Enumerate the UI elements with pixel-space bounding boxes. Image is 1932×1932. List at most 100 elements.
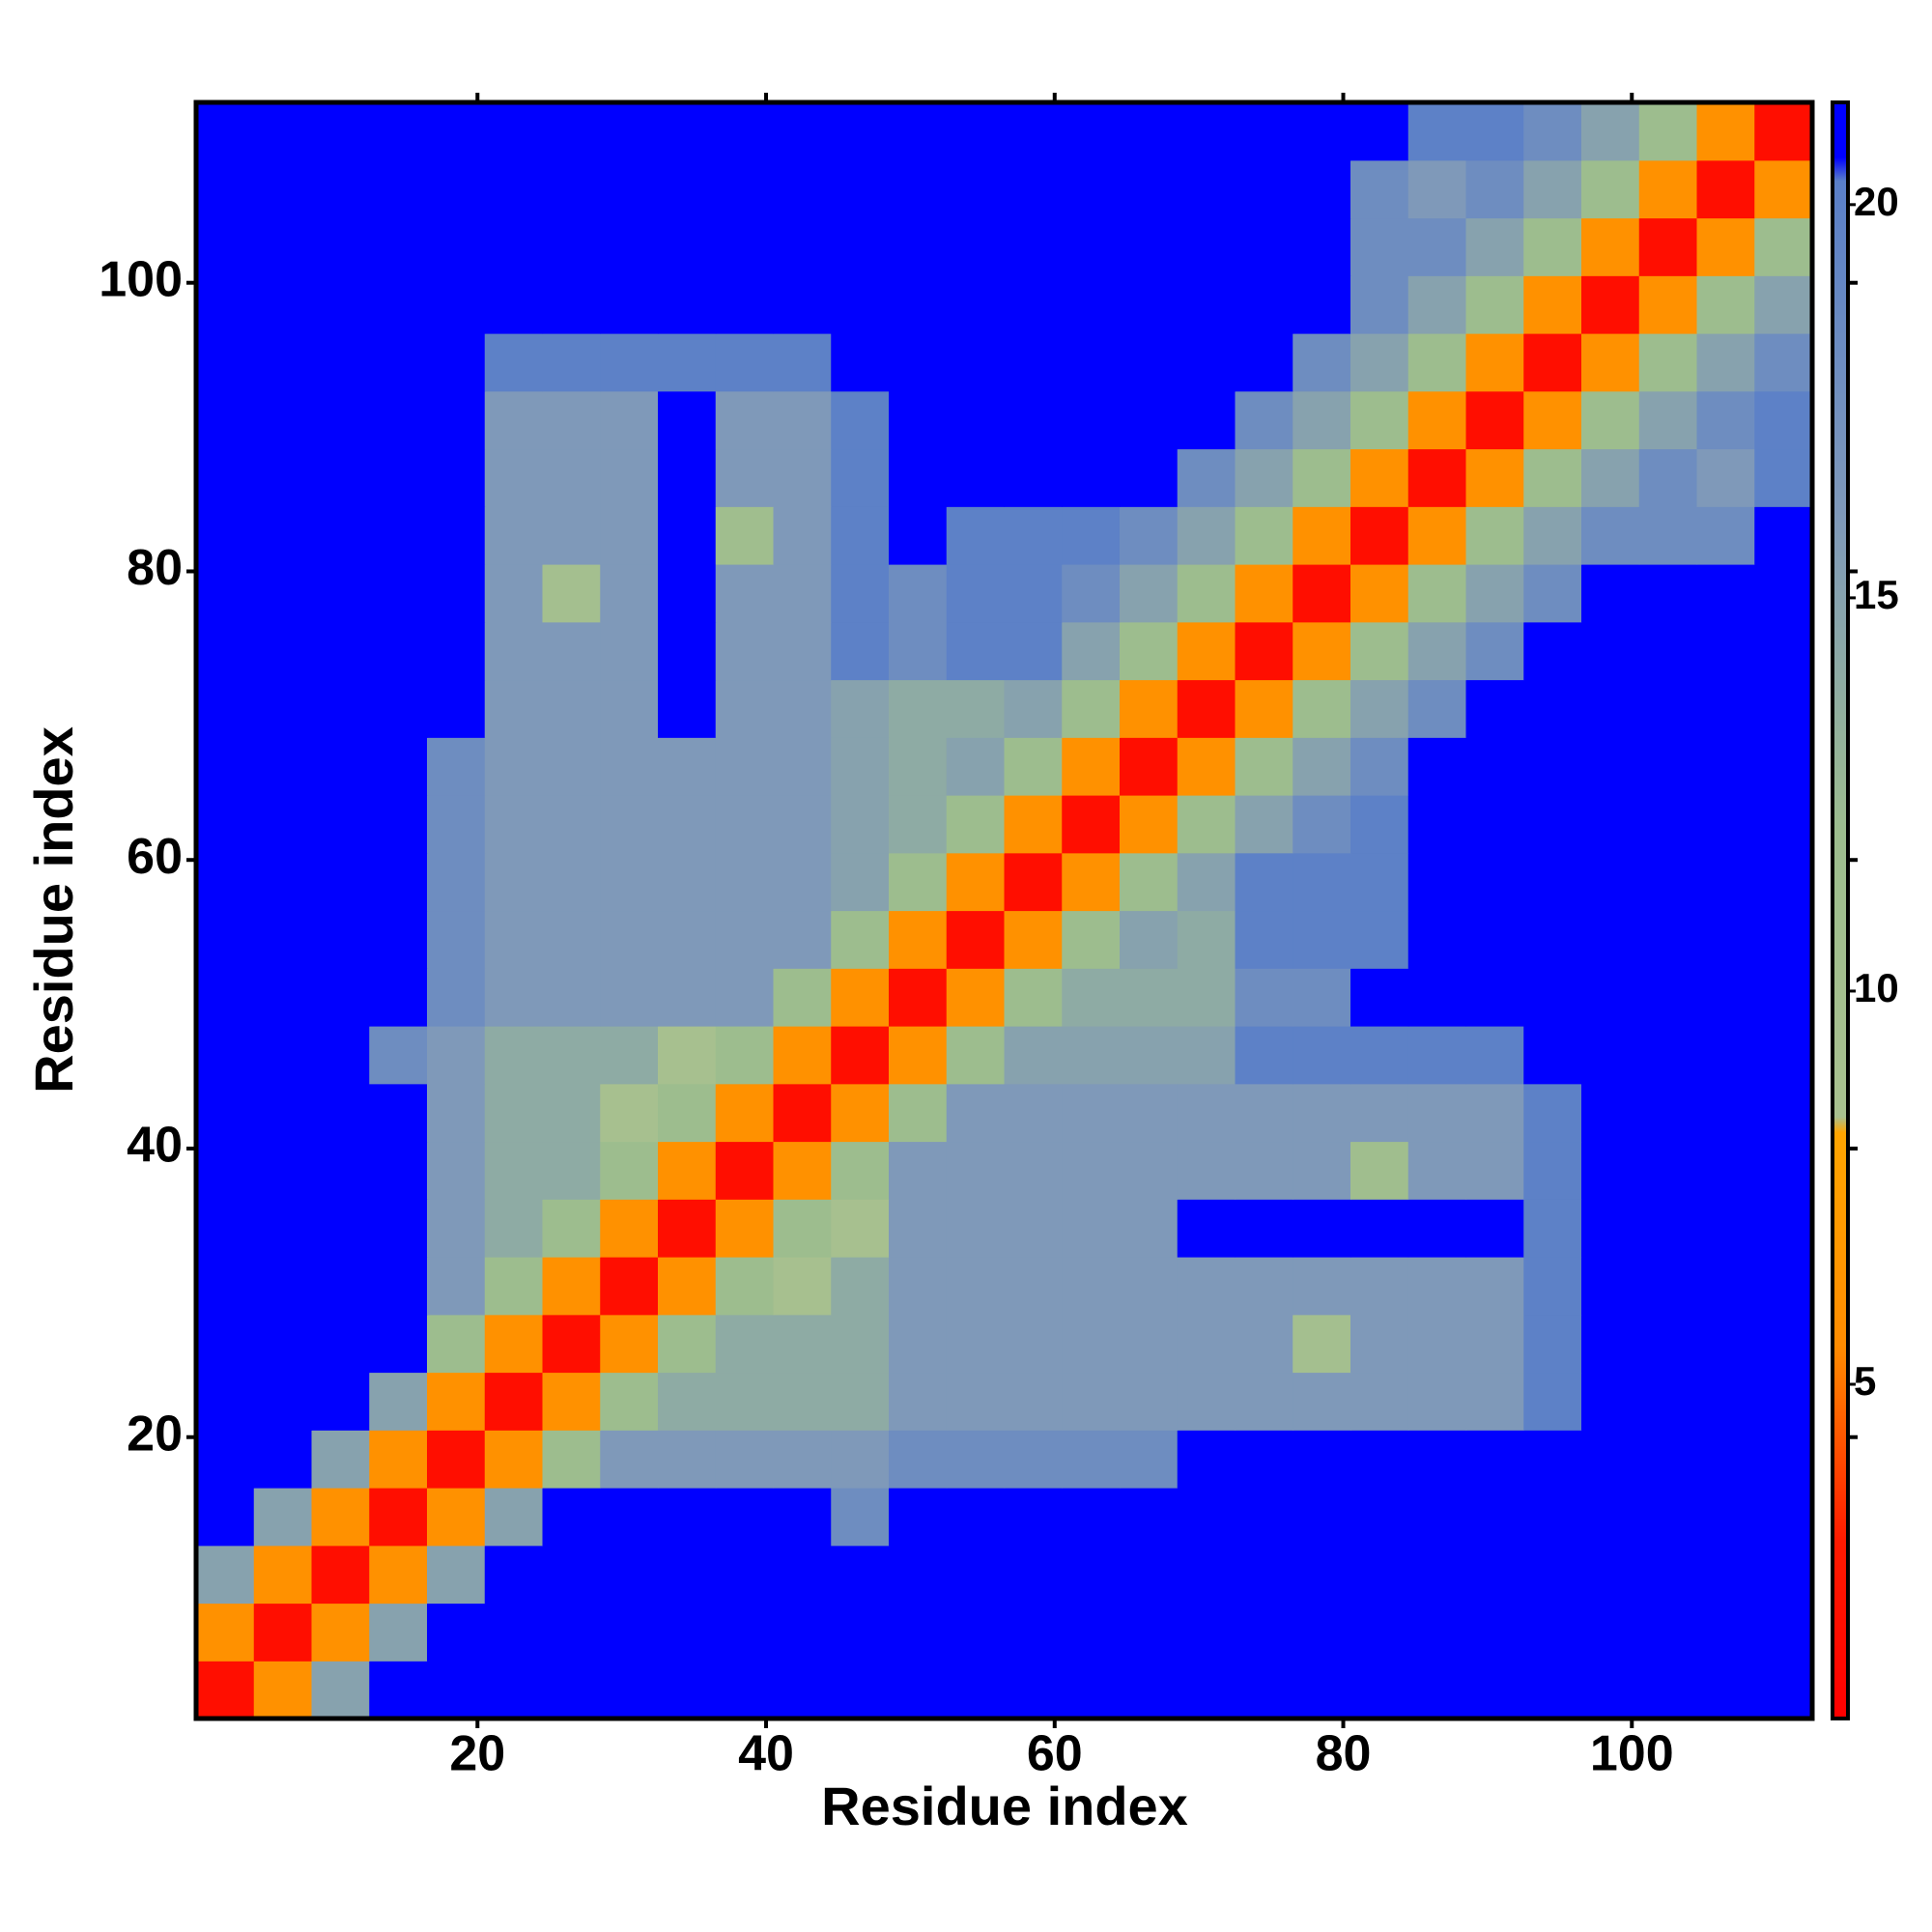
heatmap-cell	[311, 159, 370, 219]
heatmap-cell	[311, 448, 370, 507]
heatmap-cell	[311, 852, 370, 912]
heatmap-cell	[1120, 1141, 1179, 1200]
heatmap-cell	[1350, 506, 1409, 565]
heatmap-cell	[1350, 852, 1409, 912]
heatmap-cell	[1004, 217, 1063, 276]
heatmap-cell	[484, 564, 544, 623]
heatmap-cell	[196, 1083, 255, 1143]
heatmap-cell	[773, 1083, 832, 1143]
heatmap-cell	[1293, 852, 1351, 912]
heatmap-cell	[773, 1199, 832, 1258]
heatmap-cell	[889, 564, 948, 623]
heatmap-cell	[1004, 333, 1063, 392]
heatmap-cell	[831, 1430, 890, 1489]
heatmap-cell	[1407, 1141, 1467, 1200]
heatmap-cell	[196, 333, 255, 392]
heatmap-cell	[196, 910, 255, 969]
heatmap-cell	[369, 217, 428, 276]
heatmap-cell	[1407, 1545, 1467, 1605]
heatmap-cell	[253, 1257, 313, 1316]
heatmap-cell	[715, 1314, 775, 1374]
heatmap-cell	[773, 1661, 832, 1719]
heatmap-cell	[889, 1488, 948, 1547]
heatmap-cell	[1062, 1199, 1121, 1258]
heatmap-cell	[1407, 1083, 1467, 1143]
heatmap-cell	[1004, 1314, 1063, 1374]
heatmap-cell	[253, 564, 313, 623]
heatmap-cell	[1407, 1603, 1467, 1662]
heatmap-cell	[831, 1141, 890, 1200]
heatmap-cell	[1523, 333, 1582, 392]
heatmap-cell	[196, 390, 255, 450]
heatmap-cell	[1696, 679, 1755, 738]
heatmap-cell	[311, 1083, 370, 1143]
heatmap-cell	[1581, 448, 1640, 507]
heatmap-cell	[1293, 333, 1351, 392]
heatmap-cell	[600, 1372, 659, 1431]
heatmap-cell	[889, 1372, 948, 1431]
heatmap-cell	[253, 968, 313, 1027]
heatmap-cell	[773, 1545, 832, 1605]
heatmap-cell	[369, 448, 428, 507]
heatmap-cell	[1293, 390, 1351, 450]
heatmap-cell	[484, 1430, 544, 1489]
heatmap-cell	[1004, 275, 1063, 334]
heatmap-cell	[889, 448, 948, 507]
heatmap-cell	[889, 506, 948, 565]
heatmap-cell	[542, 1430, 601, 1489]
heatmap-cell	[1638, 1141, 1698, 1200]
heatmap-cell	[946, 1372, 1006, 1431]
heatmap-cell	[658, 1603, 717, 1662]
heatmap-cell	[715, 1083, 775, 1143]
heatmap-cell	[1120, 1603, 1179, 1662]
heatmap-cell	[1523, 102, 1582, 161]
heatmap-cell	[196, 506, 255, 565]
heatmap-cell	[1523, 159, 1582, 219]
heatmap-cell	[1465, 333, 1524, 392]
heatmap-cell	[1350, 795, 1409, 854]
heatmap-cell	[1177, 910, 1236, 969]
heatmap-cell	[1062, 1545, 1121, 1605]
heatmap-cell	[1177, 390, 1236, 450]
heatmap-cell	[369, 910, 428, 969]
heatmap-cell	[427, 275, 486, 334]
heatmap-cell	[1754, 159, 1813, 219]
heatmap-cell	[1407, 102, 1467, 161]
heatmap-cell	[1350, 333, 1409, 392]
heatmap-cell	[1350, 1372, 1409, 1431]
heatmap-cell	[1062, 795, 1121, 854]
heatmap-cell	[600, 1257, 659, 1316]
heatmap-cell	[600, 448, 659, 507]
heatmap-cell	[1235, 1199, 1293, 1258]
heatmap-cell	[600, 1199, 659, 1258]
heatmap-cell	[658, 1488, 717, 1547]
heatmap-cell	[311, 1430, 370, 1489]
heatmap-cell	[1407, 275, 1467, 334]
heatmap-cell	[1696, 968, 1755, 1027]
heatmap-cell	[311, 506, 370, 565]
heatmap-cell	[542, 390, 601, 450]
heatmap-cell	[600, 679, 659, 738]
heatmap-cell	[889, 621, 948, 681]
heatmap-cell	[542, 448, 601, 507]
heatmap-cell	[831, 679, 890, 738]
heatmap-cell	[1235, 621, 1293, 681]
heatmap-cell	[196, 159, 255, 219]
heatmap-cell	[889, 1141, 948, 1200]
heatmap-cell	[773, 506, 832, 565]
heatmap-cell	[427, 1199, 486, 1258]
heatmap-cell	[1696, 1372, 1755, 1431]
heatmap-cell	[773, 217, 832, 276]
heatmap-cell	[1696, 795, 1755, 854]
heatmap-cell	[1350, 1430, 1409, 1489]
heatmap-cell	[1120, 448, 1179, 507]
heatmap-cell	[1523, 1430, 1582, 1489]
heatmap-cell	[1120, 1257, 1179, 1316]
heatmap-cell	[600, 1430, 659, 1489]
heatmap-cell	[1350, 737, 1409, 796]
heatmap-cell	[484, 1141, 544, 1200]
y-tick-label: 40	[127, 1118, 183, 1174]
heatmap-cell	[1523, 1083, 1582, 1143]
heatmap-cell	[1523, 390, 1582, 450]
axes: 20 40 60 80 100 20 40 60 80 100 5 10 15 20	[99, 93, 1899, 1782]
